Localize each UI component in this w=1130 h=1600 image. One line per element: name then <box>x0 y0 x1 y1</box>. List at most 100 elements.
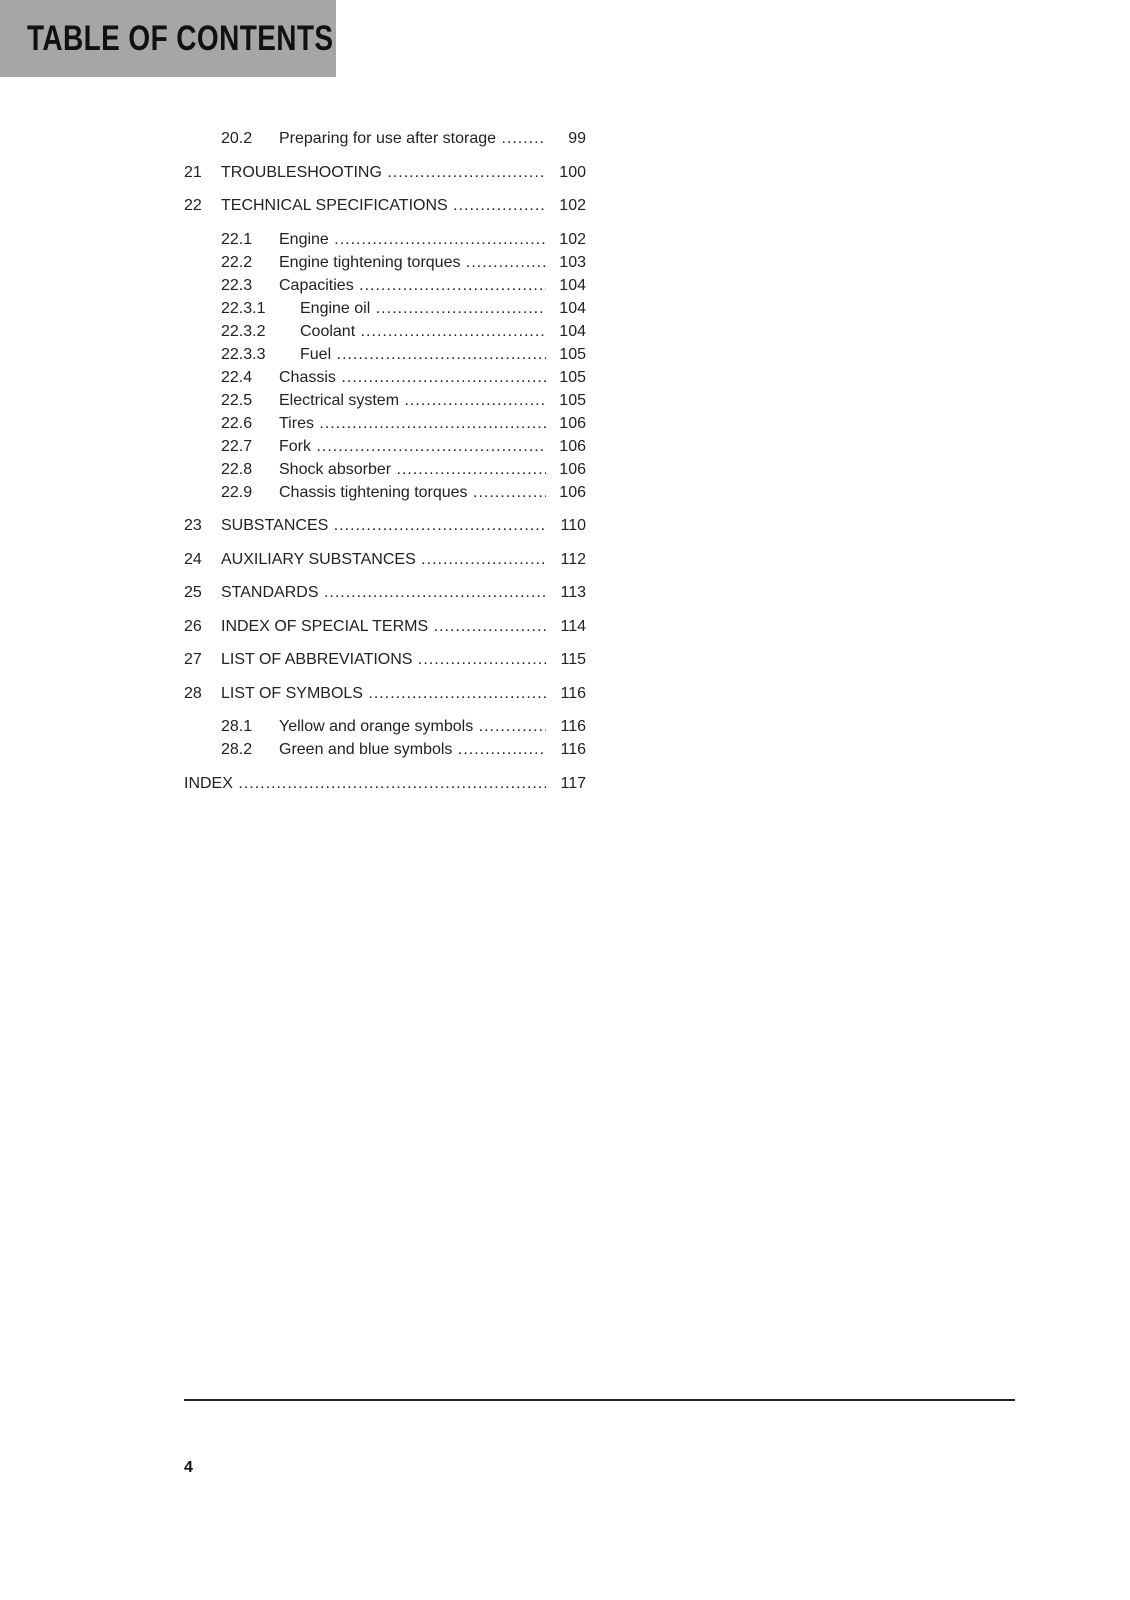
toc-entry-title: Engine oil <box>300 299 371 317</box>
toc-entry-title-leader: Green and blue symbols <box>279 738 546 761</box>
toc-entry-page: 115 <box>560 651 586 668</box>
toc-entry-title: Yellow and orange symbols <box>279 718 474 735</box>
toc-entry[interactable]: 22.8 Shock absorber 106 <box>184 458 586 481</box>
toc-entry[interactable]: 24 AUXILIARY SUBSTANCES 112 <box>184 548 586 571</box>
toc-entry-page: 113 <box>560 584 586 601</box>
toc-entry-page: 104 <box>559 322 586 340</box>
toc-entry[interactable]: 28 LIST OF SYMBOLS 116 <box>184 682 586 705</box>
toc-entry-title: TROUBLESHOOTING <box>221 163 382 181</box>
toc-entry-title: Green and blue symbols <box>279 741 453 758</box>
toc-entry-page: 104 <box>559 299 586 317</box>
toc-entry[interactable]: 22.3.1 Engine oil 104 <box>184 297 586 320</box>
toc-entry-title-leader: Preparing for use after storage <box>279 127 546 150</box>
toc-entry-title: Engine tightening torques <box>279 253 461 271</box>
toc-entry[interactable]: 27 LIST OF ABBREVIATIONS 115 <box>184 648 586 671</box>
toc-entry-number: 22 <box>184 197 202 214</box>
toc-entry-page: 104 <box>559 276 586 294</box>
toc-entry-page: 116 <box>560 741 586 758</box>
toc-entry-number: 20.2 <box>221 130 253 147</box>
toc-entry-page: 105 <box>559 391 586 409</box>
toc-entry-page: 114 <box>560 617 586 635</box>
toc-entry[interactable]: 22.4 Chassis 105 <box>184 366 586 389</box>
toc-entry-title: STANDARDS <box>221 584 319 601</box>
toc-entry-page: 100 <box>559 163 586 181</box>
toc-entry-title: AUXILIARY SUBSTANCES <box>221 550 416 568</box>
toc-entry-title: Fork <box>279 437 311 455</box>
toc-entry[interactable]: 25 STANDARDS 113 <box>184 581 586 604</box>
toc-entry-number: 28.2 <box>221 741 253 758</box>
footer-divider <box>184 1399 1015 1401</box>
toc-entry-page: 112 <box>560 550 586 568</box>
toc-entry-number: 22.5 <box>221 391 253 409</box>
toc-entry[interactable]: 22.5 Electrical system 105 <box>184 389 586 412</box>
toc-entry-title-leader: Fork <box>279 435 546 458</box>
toc-entry-page: 106 <box>559 437 586 455</box>
toc-entry[interactable]: 26 INDEX OF SPECIAL TERMS 114 <box>184 615 586 638</box>
toc-entry-title: Fuel <box>300 345 332 363</box>
toc-entry-page: 106 <box>559 483 586 501</box>
toc-entry[interactable]: 22.2 Engine tightening torques 103 <box>184 251 586 274</box>
toc-entry-title: Tires <box>279 414 314 432</box>
toc-entry-title: TECHNICAL SPECIFICATIONS <box>221 197 448 214</box>
toc-entry-number: 22.1 <box>221 230 253 248</box>
toc-entry[interactable]: 22.3 Capacities 104 <box>184 274 586 297</box>
toc-entry-title-leader: Capacities <box>279 274 546 297</box>
toc-entry-title: LIST OF SYMBOLS <box>221 684 363 702</box>
toc-entry[interactable]: 23 SUBSTANCES 110 <box>184 514 586 537</box>
toc-entry-title-leader: Coolant <box>300 320 546 343</box>
toc-entry-number: 28.1 <box>221 718 253 735</box>
toc-entry[interactable]: 22.3.3 Fuel 105 <box>184 343 586 366</box>
toc-entry-title: INDEX <box>184 774 233 792</box>
toc-entry-title-leader: Tires <box>279 412 546 435</box>
toc-entry-number: 22.2 <box>221 253 253 271</box>
toc-entry-page: 106 <box>559 414 586 432</box>
toc-entry[interactable]: 20.2 Preparing for use after storage 99 <box>184 127 586 150</box>
toc-entry[interactable]: 22.3.2 Coolant 104 <box>184 320 586 343</box>
toc-entry-title: INDEX OF SPECIAL TERMS <box>221 617 429 635</box>
toc-entry-page: 106 <box>559 460 586 478</box>
toc-entry-title-leader: LIST OF SYMBOLS <box>221 682 546 705</box>
toc-entry-title-leader: INDEX OF SPECIAL TERMS <box>221 615 546 638</box>
toc-entry-page: 105 <box>559 345 586 363</box>
toc-entry-number: 22.6 <box>221 414 253 432</box>
toc-entry-number: 25 <box>184 584 202 601</box>
toc-entry[interactable]: 22 TECHNICAL SPECIFICATIONS 102 <box>184 194 586 217</box>
toc-entry-title-leader: INDEX <box>184 772 546 795</box>
toc-entry-page: 103 <box>559 253 586 271</box>
toc-entry[interactable]: 22.7 Fork 106 <box>184 435 586 458</box>
toc-entry-title: LIST OF ABBREVIATIONS <box>221 651 413 668</box>
toc-entry[interactable]: 22.6 Tires 106 <box>184 412 586 435</box>
toc-entry-number: 24 <box>184 550 202 568</box>
toc-entry-title: Preparing for use after storage <box>279 130 497 147</box>
toc-entry-title: Chassis <box>279 368 336 386</box>
toc-entry-page: 110 <box>560 517 586 534</box>
toc-entry-title: Shock absorber <box>279 460 392 478</box>
toc-entry-page: 116 <box>560 718 586 735</box>
toc-entry-title: SUBSTANCES <box>221 517 329 534</box>
toc-entry-number: 23 <box>184 517 202 534</box>
toc-entry-title: Coolant <box>300 322 356 340</box>
toc-entry[interactable]: INDEX 117 <box>184 772 586 795</box>
toc-entry[interactable]: 22.1 Engine 102 <box>184 228 586 251</box>
toc-entry-number: 22.8 <box>221 460 253 478</box>
toc-entry-title-leader: Electrical system <box>279 389 546 412</box>
toc-entry-page: 105 <box>559 368 586 386</box>
toc-entry-title: Capacities <box>279 276 354 294</box>
toc-entry-title: Engine <box>279 230 329 248</box>
toc-entry-title-leader: Fuel <box>300 343 546 366</box>
toc-entry-title-leader: Engine tightening torques <box>279 251 546 274</box>
toc-entry[interactable]: 21 TROUBLESHOOTING 100 <box>184 161 586 184</box>
toc-entry-page: 102 <box>559 197 586 214</box>
toc-entry-number: 22.3.2 <box>221 322 266 340</box>
toc-entry-title-leader: Chassis <box>279 366 546 389</box>
toc-entry-number: 26 <box>184 617 202 635</box>
toc-entry-title: Chassis tightening torques <box>279 483 468 501</box>
toc-entry-title: Electrical system <box>279 391 400 409</box>
toc-entry-title-leader: TECHNICAL SPECIFICATIONS <box>221 194 546 217</box>
toc-entry-number: 27 <box>184 651 202 668</box>
toc-entry[interactable]: 22.9 Chassis tightening torques 106 <box>184 481 586 504</box>
toc-entry[interactable]: 28.1 Yellow and orange symbols 116 <box>184 715 586 738</box>
toc-entry[interactable]: 28.2 Green and blue symbols 116 <box>184 738 586 761</box>
page-number: 4 <box>184 1459 193 1476</box>
toc-entry-number: 22.3.3 <box>221 345 266 363</box>
